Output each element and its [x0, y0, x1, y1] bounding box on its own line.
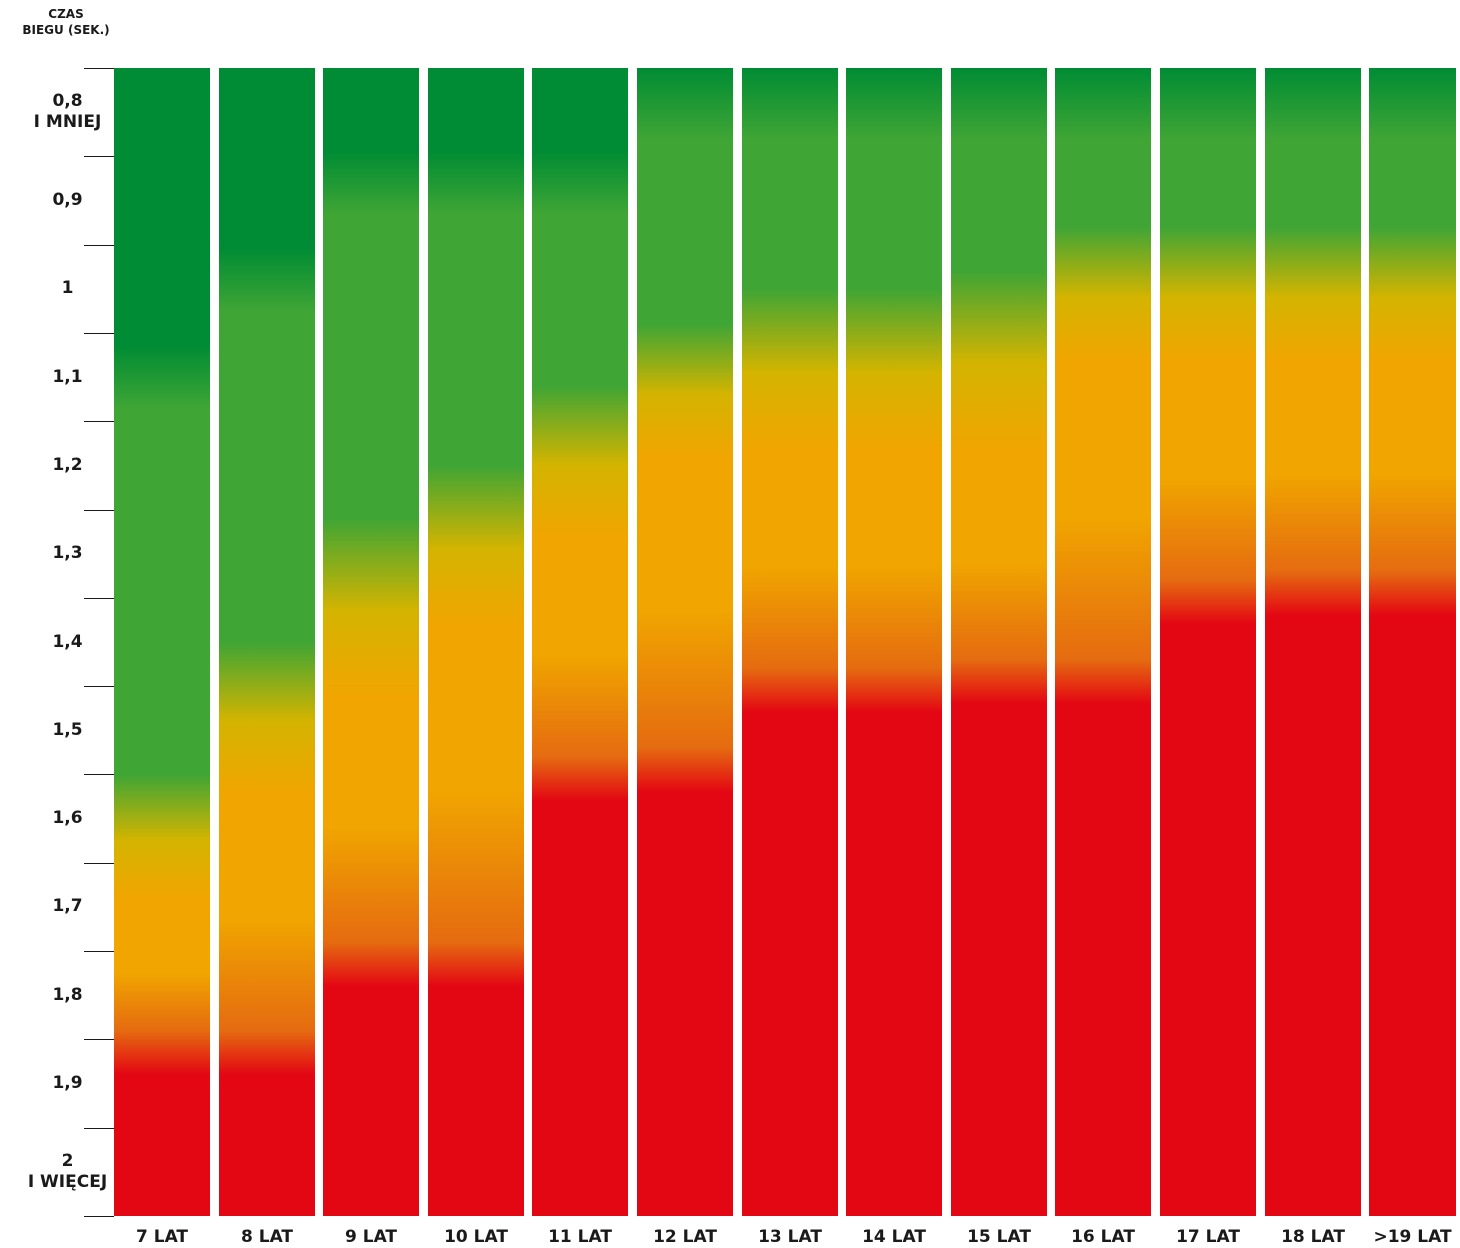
heatmap-column [1369, 68, 1456, 1216]
y-tick-label: 1,5 [0, 720, 135, 741]
y-tick-label-line: 1 [61, 278, 74, 298]
y-tick-mark [84, 245, 114, 246]
heatmap-column [1055, 68, 1151, 1216]
y-tick-label-line: 1,9 [52, 1073, 83, 1093]
y-tick-label: 1,6 [0, 808, 135, 829]
y-tick-label-line: I WIĘCEJ [27, 1172, 108, 1192]
x-tick-label: 10 LAT [444, 1227, 508, 1247]
y-tick-label-line: 1,3 [52, 543, 83, 563]
x-tick-label: 18 LAT [1281, 1227, 1345, 1247]
y-tick-label: 0,8 I MNIEJ [0, 91, 135, 133]
x-tick-label: 11 LAT [548, 1227, 612, 1247]
y-tick-mark [84, 510, 114, 511]
y-tick-mark [84, 774, 114, 775]
y-tick-mark [84, 68, 114, 69]
x-tick-label: >19 LAT [1373, 1227, 1452, 1247]
y-tick-label: 1,9 [0, 1073, 135, 1094]
y-tick-label-line: 1,6 [52, 808, 83, 828]
heatmap-column [742, 68, 838, 1216]
heatmap-column [428, 68, 524, 1216]
heatmap-column [532, 68, 628, 1216]
y-tick-label: 1,7 [0, 896, 135, 917]
y-tick-label-line: 1,8 [52, 985, 83, 1005]
y-tick-label: 1,2 [0, 455, 135, 476]
heatmap-column [323, 68, 419, 1216]
y-tick-mark [84, 863, 114, 864]
y-tick-mark [84, 951, 114, 952]
y-tick-label-line: 1,5 [52, 720, 83, 740]
heatmap-column [1265, 68, 1361, 1216]
heatmap-column [219, 68, 315, 1216]
y-tick-mark [84, 333, 114, 334]
y-axis-title-line-1: CZAS [48, 7, 84, 21]
y-tick-mark [84, 1216, 114, 1217]
y-tick-label: 1 [0, 278, 135, 299]
y-tick-mark [84, 598, 114, 599]
heatmap-column [846, 68, 942, 1216]
heatmap-column [1160, 68, 1256, 1216]
y-tick-label-line: 0,9 [52, 190, 83, 210]
heatmap-column [951, 68, 1047, 1216]
y-tick-label-line: 1,7 [52, 896, 83, 916]
y-axis-title-line-2: BIEGU (SEK.) [22, 23, 110, 37]
x-tick-label: 9 LAT [344, 1227, 397, 1247]
y-tick-label: 0,9 [0, 190, 135, 211]
y-tick-label: 1,4 [0, 632, 135, 653]
y-tick-mark [84, 421, 114, 422]
y-tick-mark [84, 1128, 114, 1129]
y-tick-mark [84, 156, 114, 157]
x-tick-label: 13 LAT [758, 1227, 822, 1247]
y-tick-label-line: 2 [61, 1151, 74, 1171]
y-axis-title: CZAS BIEGU (SEK.) [0, 6, 132, 38]
x-tick-label: 16 LAT [1071, 1227, 1135, 1247]
y-tick-label: 1,3 [0, 543, 135, 564]
x-tick-label: 17 LAT [1176, 1227, 1240, 1247]
y-tick-mark [84, 686, 114, 687]
heatmap-column [637, 68, 733, 1216]
y-tick-label: 1,1 [0, 367, 135, 388]
x-tick-label: 12 LAT [653, 1227, 717, 1247]
heatmap-column [114, 68, 210, 1216]
y-tick-mark [84, 1039, 114, 1040]
x-tick-label: 8 LAT [240, 1227, 293, 1247]
y-tick-label-line: 1,4 [52, 632, 83, 652]
y-tick-label-line: 1,2 [52, 455, 83, 475]
x-tick-label: 15 LAT [967, 1227, 1031, 1247]
y-tick-label: 1,8 [0, 985, 135, 1006]
y-tick-label-line: I MNIEJ [33, 112, 102, 132]
y-tick-label-line: 1,1 [52, 367, 83, 387]
x-tick-label: 14 LAT [862, 1227, 926, 1247]
x-tick-label: 7 LAT [135, 1227, 188, 1247]
y-tick-label-line: 0,8 [52, 91, 83, 111]
